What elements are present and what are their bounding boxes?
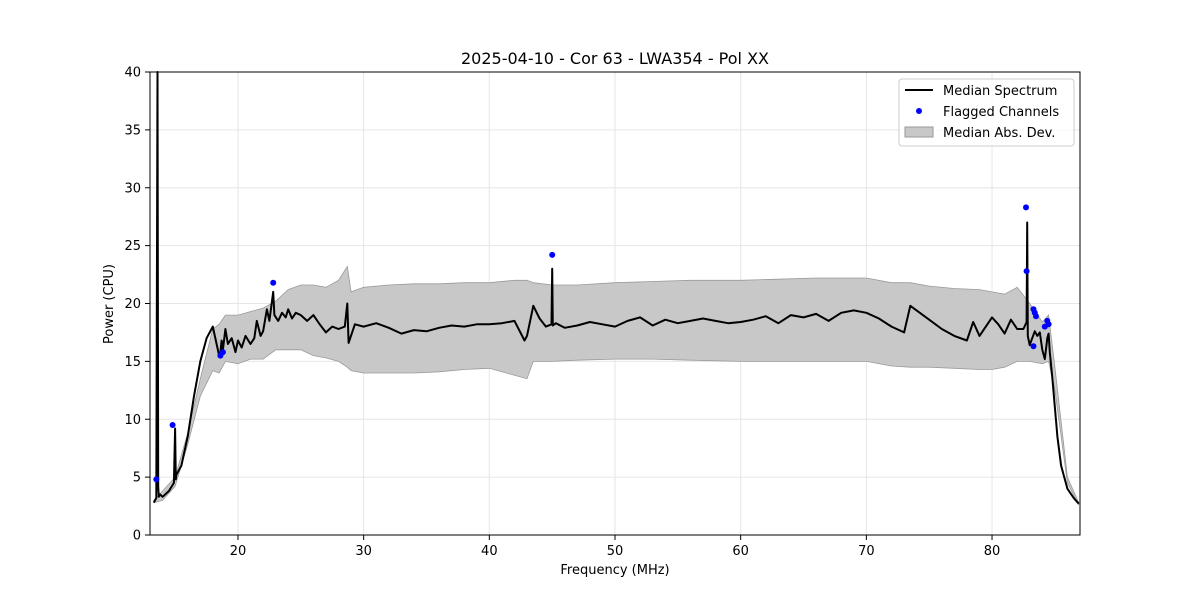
x-tick-label: 30 [355, 544, 372, 559]
legend-label-median-spectrum: Median Spectrum [943, 84, 1057, 99]
mad-band-area [153, 265, 1080, 506]
y-tick-label: 5 [133, 471, 141, 486]
x-axis-label: Frequency (MHz) [560, 563, 669, 578]
y-tick-label: 0 [133, 529, 141, 544]
y-tick-label: 40 [124, 66, 141, 81]
flagged-channel-point [1030, 343, 1037, 350]
y-tick-label: 15 [124, 355, 141, 370]
legend-box [898, 78, 1075, 147]
y-tick-label: 10 [124, 413, 141, 428]
flagged-channel-point [153, 476, 160, 483]
x-tick-label: 20 [230, 544, 247, 559]
x-ticks: 20 30 40 50 60 70 80 [230, 535, 1001, 559]
mad-band-layer [153, 265, 1080, 506]
legend-label-flagged-channels: Flagged Channels [943, 105, 1059, 120]
y-tick-label: 30 [124, 181, 141, 196]
flagged-channel-point [549, 251, 556, 258]
flagged-channel-point [1033, 313, 1039, 320]
y-ticks: 0 5 10 15 20 25 30 35 40 [124, 66, 150, 544]
legend: Median Spectrum Flagged Channels Median … [898, 78, 1075, 147]
x-tick-label: 60 [732, 544, 749, 559]
y-tick-label: 35 [124, 123, 141, 138]
flagged-channel-point [219, 349, 226, 356]
flagged-channel-point [270, 279, 277, 286]
x-tick-label: 50 [607, 544, 624, 559]
legend-label-median-abs-dev: Median Abs. Dev. [943, 126, 1055, 141]
x-tick-label: 70 [858, 544, 875, 559]
y-tick-label: 20 [124, 297, 141, 312]
chart-title: 2025-04-10 - Cor 63 - LWA354 - Pol XX [461, 49, 769, 68]
flagged-channel-point [169, 422, 176, 428]
x-tick-label: 40 [481, 544, 498, 559]
median-spectrum-line [152, 71, 1080, 505]
legend-swatch-median-abs-dev [904, 126, 934, 138]
series-layer [152, 71, 1080, 505]
x-tick-label: 80 [984, 544, 1001, 559]
flagged-channel-point [1045, 321, 1052, 328]
flagged-points-layer [153, 204, 1052, 483]
legend-swatch-flagged-channels [916, 108, 922, 114]
flagged-channel-point [1023, 268, 1030, 275]
y-axis-label: Power (CPU) [102, 264, 117, 344]
flagged-channel-point [1023, 204, 1029, 211]
y-tick-label: 25 [124, 239, 141, 254]
